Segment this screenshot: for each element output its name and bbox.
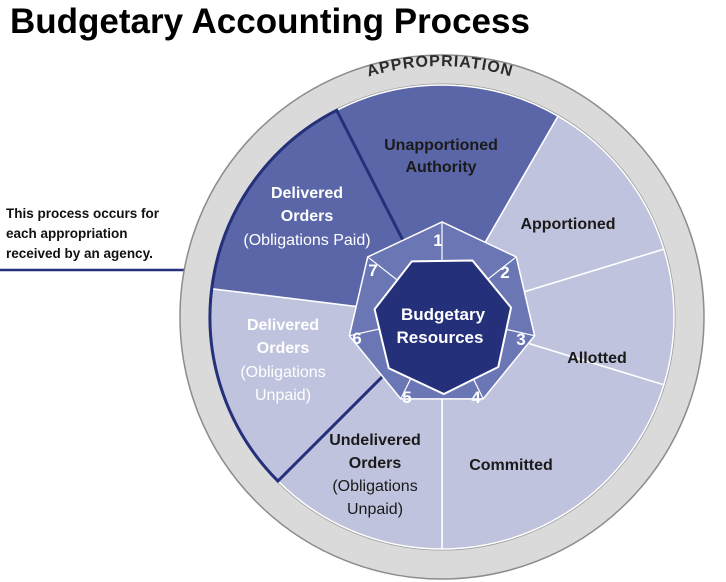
- step-number-1: 1: [433, 231, 442, 250]
- callout-line-1: This process occurs for: [6, 206, 160, 221]
- segment-label-line: Apportioned: [520, 216, 615, 233]
- callout-line-2: each appropriation: [6, 226, 128, 241]
- step-number-5: 5: [402, 388, 411, 407]
- segment-label-line: Undelivered: [329, 432, 421, 449]
- segment-label-line: (Obligations Paid): [243, 232, 370, 249]
- segment-allotted: Allotted: [567, 350, 627, 367]
- page-title: Budgetary Accounting Process: [10, 2, 530, 41]
- segment-label-line: Unapportioned: [384, 137, 498, 154]
- segment-label-line: Authority: [405, 159, 476, 176]
- segment-apportioned: Apportioned: [520, 216, 615, 233]
- segment-label-line: (Obligations: [332, 478, 417, 495]
- segment-label-line: Orders: [349, 455, 402, 472]
- segment-label-line: (Obligations: [240, 364, 325, 381]
- segment-undelivered-orders: Undelivered Orders (Obligations Unpaid): [329, 432, 421, 518]
- segment-committed: Committed: [469, 457, 553, 474]
- step-number-3: 3: [516, 330, 525, 349]
- segment-label-line: Orders: [257, 340, 310, 357]
- budgetary-resources-center: [373, 259, 513, 396]
- segment-label-line: Delivered: [271, 185, 343, 202]
- segment-label-line: Unpaid): [255, 387, 311, 404]
- segment-label-line: Delivered: [247, 317, 319, 334]
- segment-label-line: Allotted: [567, 350, 627, 367]
- step-number-2: 2: [500, 263, 509, 282]
- center-label-2: Resources: [397, 328, 484, 347]
- segment-delivered-orders-paid: Delivered Orders (Obligations Paid): [243, 185, 370, 249]
- segment-label-line: Orders: [281, 208, 334, 225]
- segment-unapportioned-authority: Unapportioned Authority: [384, 137, 498, 176]
- segment-label-line: Committed: [469, 457, 553, 474]
- segment-label-line: Unpaid): [347, 501, 403, 518]
- segment-delivered-orders-unpaid: Delivered Orders (Obligations Unpaid): [240, 317, 325, 404]
- step-number-4: 4: [471, 388, 481, 407]
- highlight-outline: [208, 108, 444, 484]
- wheel-segment-delivered-orders-paid: [335, 84, 560, 319]
- wheel-segment-apportioned: [439, 248, 675, 386]
- center-label-1: Budgetary: [401, 305, 486, 324]
- step-number-6: 6: [352, 329, 361, 348]
- step-number-7: 7: [368, 261, 377, 280]
- callout-line-3: received by an agency.: [6, 246, 153, 261]
- callout-note: This process occurs for each appropriati…: [6, 204, 196, 264]
